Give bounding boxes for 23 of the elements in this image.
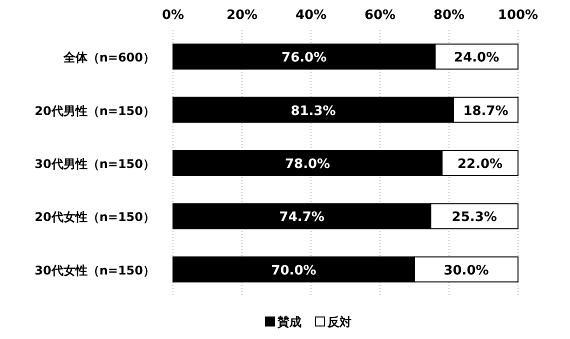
x-tick-label: 20% (226, 8, 258, 23)
y-tick-label: 全体（n=600） (62, 50, 155, 65)
x-tick-label: 80% (433, 8, 465, 23)
data-label: 76.0% (282, 50, 327, 66)
y-tick-label: 20代男性（n=150） (34, 104, 155, 118)
data-label: 25.3% (452, 210, 497, 226)
data-label: 74.7% (279, 210, 324, 226)
data-label: 22.0% (457, 157, 503, 172)
data-label: 81.3% (290, 104, 336, 119)
data-label: 78.0% (284, 157, 330, 172)
y-tick-label: 30代女性（n=150） (34, 263, 155, 278)
data-label: 24.0% (454, 50, 500, 66)
data-label: 18.7% (463, 104, 508, 119)
x-tick-label: 60% (364, 8, 396, 23)
legend-label: 反対 (326, 315, 352, 329)
y-tick-label: 30代男性（n=150） (34, 157, 155, 171)
x-tick-label: 0% (162, 8, 184, 23)
y-tick-label: 20代女性（n=150） (34, 210, 155, 224)
x-tick-label: 40% (295, 8, 327, 23)
x-tick-label: 100% (498, 8, 538, 23)
data-label: 30.0% (444, 263, 489, 278)
legend-label: 賛成 (276, 315, 302, 329)
data-label: 70.0% (271, 263, 316, 278)
